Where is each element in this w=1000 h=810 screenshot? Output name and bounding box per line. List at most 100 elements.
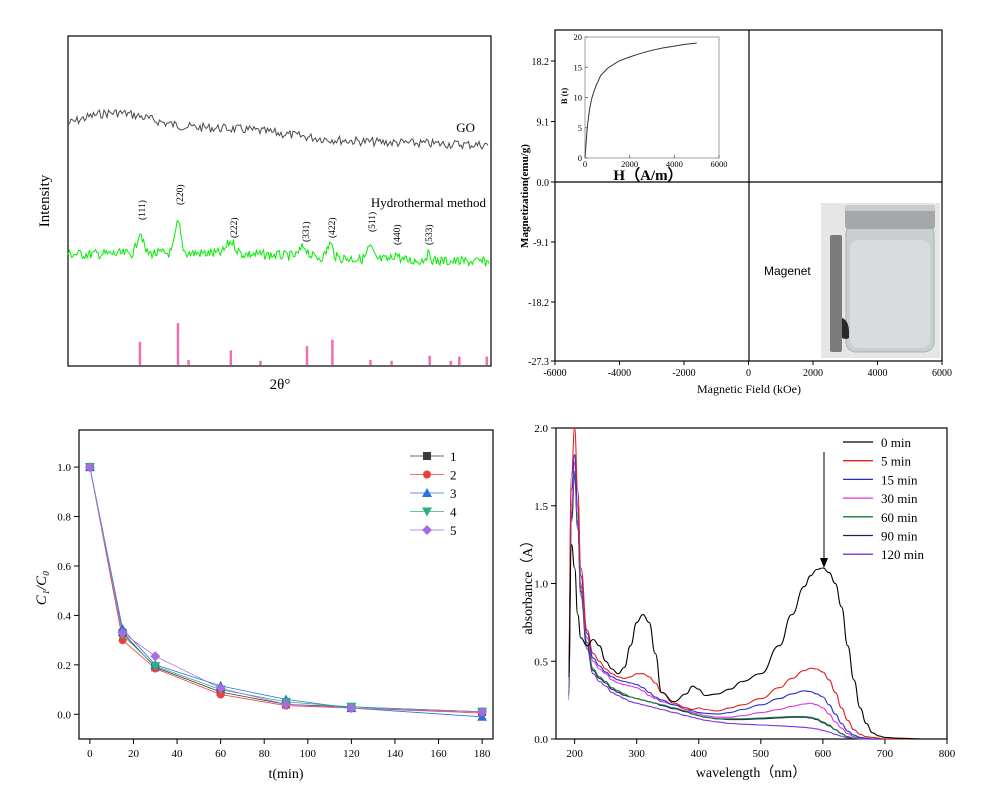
vsm-y-label: Magnetization(emu/g) [519,144,531,248]
vsm-x-tick-label: 0 [746,368,751,379]
magnet-bar [830,235,842,352]
kinetics-marker-diamond [215,683,226,694]
uvvis-lines [567,427,947,740]
xrd-go-curve [67,108,489,151]
uvvis-arrow [820,452,828,568]
uvvis-series-line [567,427,947,740]
uvvis-legend-label: 120 min [881,547,924,562]
uvvis-x-tick-label: 300 [628,748,645,760]
inset-x-tick-label: 4000 [666,159,683,169]
inset-x-label: H（A/m） [613,166,682,184]
xrd-legend-go: GO [456,120,475,135]
uvvis-y-tick-label: 0.5 [534,656,548,668]
kinetics-marker-diamond [346,703,357,714]
kinetics-y-tick-label: 0.8 [57,512,71,524]
uvvis-x-tick-label: 800 [939,748,956,760]
kinetics-y-label: C₁/C₀ [34,571,50,606]
vsm-y-tick-label: -27.3 [528,357,549,368]
inset-x-tick-label: 0 [583,159,587,169]
vsm-y-tick-label: 0.0 [537,178,550,189]
inset-y-tick-label: 15 [574,62,583,72]
kinetics-legend-label: 5 [450,523,457,538]
xrd-hydrothermal-curve [67,219,490,268]
kinetics-x-tick-label: 80 [259,748,271,760]
uvvis-legend: 0 min 5 min 15 min 30 min 60 min 90 min 120 mi… [843,435,924,562]
xrd-panel: GO Hydrothermal method (111) (220) (222)… [37,35,492,393]
uvvis-y-tick-label: 2.0 [534,423,548,435]
vsm-x-tick-label: -4000 [608,368,631,379]
kinetics-lines [89,467,483,718]
kinetics-panel: 0 20 40 60 80 100 120 140 160 180 0.0 0.2 0.4 0.6 0.8… [34,429,494,782]
xrd-legend-hydrothermal: Hydrothermal method [371,195,487,210]
uvvis-series-line [567,470,947,740]
vsm-inset: 0 2000 4000 6000 0 5 10 15 20 H（A/m） B (t) [559,32,728,184]
uvvis-x-tick-label: 600 [815,748,832,760]
kinetics-marker-circle [423,470,431,479]
xrd-x-label: 2θ° [270,377,291,393]
kinetics-marker-triangle-up [422,488,432,497]
inset-y-tick-label: 5 [578,123,582,133]
kinetics-y-tick-label: 0.2 [57,660,71,672]
xrd-peak-label: (111) [137,200,148,220]
kinetics-legend-label: 4 [450,505,457,520]
kinetics-series-line [89,467,483,718]
vial-photo [821,203,940,358]
kinetics-marker-diamond [117,627,128,638]
uvvis-legend-label: 0 min [881,435,911,450]
photo-label: Magenet [764,264,811,278]
kinetics-marker-diamond [281,699,291,710]
kinetics-x-tick-label: 120 [343,748,360,760]
vsm-panel: -6000 -4000 -2000 0 2000 4000 6000 18.2 9.1 0.0 -… [519,29,952,396]
kinetics-marker-diamond [422,525,432,535]
xrd-peak-labels: (111) (220) (222) (331) (422) (511) (440… [137,184,435,245]
vsm-y-tick-label: 18.2 [532,57,550,68]
vsm-x-ticks: -6000 -4000 -2000 0 2000 4000 6000 [543,361,952,379]
uvvis-legend-label: 30 min [881,491,918,506]
kinetics-legend-label: 2 [450,468,457,483]
kinetics-y-tick-label: 0.6 [57,561,71,573]
kinetics-series-line [89,467,483,713]
xrd-y-label: Intensity [37,174,53,227]
inset-frame [584,36,720,159]
kinetics-y-tick-label: 0.4 [57,610,71,622]
vsm-x-label: Magnetic Field (kOe) [697,382,801,396]
vsm-y-tick-label: -9.1 [533,238,549,249]
kinetics-marker-diamond [477,706,488,717]
xrd-peak-label: (533) [424,224,435,245]
kinetics-x-tick-label: 0 [87,748,93,760]
vial-cap-top [845,205,935,211]
arrow-head [820,558,828,568]
xrd-reference-lines [138,323,489,365]
kinetics-x-tick-label: 140 [387,748,404,760]
uvvis-y-tick-label: 1.5 [534,501,548,513]
xrd-peak-label: (220) [175,184,186,205]
kinetics-frame [78,429,494,740]
vial-liquid [850,240,930,348]
kinetics-y-tick-label: 0.0 [57,709,71,721]
kinetics-legend-label: 3 [450,486,457,501]
inset-y-tick-label: 10 [574,93,583,103]
kinetics-x-tick-label: 160 [430,748,447,760]
kinetics-x-tick-label: 60 [215,748,227,760]
vsm-x-tick-label: -2000 [672,368,695,379]
vsm-x-tick-label: 2000 [803,368,823,379]
vsm-y-ticks: 18.2 9.1 0.0 -9.1 -18.2 -27.3 [528,57,555,368]
uvvis-x-tick-label: 700 [877,748,894,760]
inset-x-tick-label: 6000 [711,159,728,169]
kinetics-marker-diamond [84,462,95,473]
xrd-frame [67,35,492,367]
vsm-y-tick-label: 9.1 [537,118,550,129]
uvvis-x-tick-label: 200 [566,748,583,760]
kinetics-x-tick-label: 180 [474,748,491,760]
kinetics-legend-label: 1 [450,449,457,464]
kinetics-series-line [89,467,483,714]
uvvis-x-tick-label: 500 [753,748,770,760]
kinetics-marker-triangle-down [150,662,161,672]
vsm-y-tick-label: -18.2 [528,298,549,309]
vsm-x-tick-label: -6000 [543,368,566,379]
kinetics-x-tick-label: 40 [172,748,184,760]
inset-x-ticks: 0 2000 4000 6000 [583,155,728,169]
vsm-x-tick-label: 4000 [868,368,888,379]
kinetics-markers [84,462,488,721]
